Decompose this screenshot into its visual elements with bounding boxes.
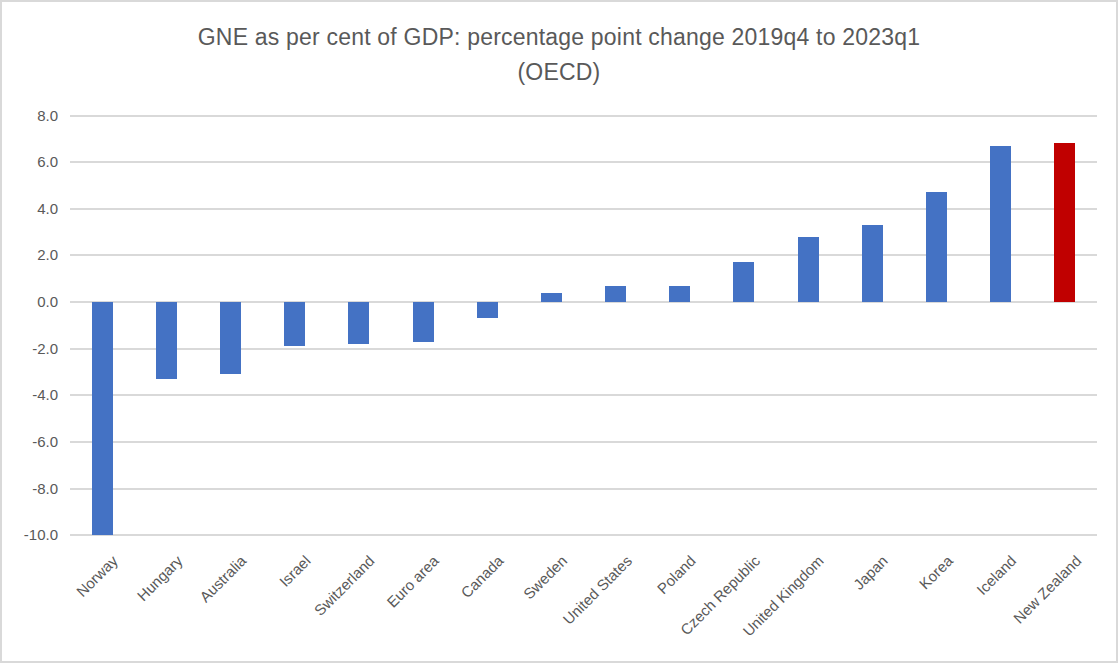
bar-united-kingdom	[798, 237, 819, 302]
y-axis-tick-label: 6.0	[2, 152, 58, 172]
x-axis-label-switzerland: Switzerland	[311, 552, 378, 619]
x-axis-label-korea: Korea	[915, 552, 955, 592]
x-axis-label-hungary: Hungary	[133, 552, 185, 604]
bar-canada	[477, 302, 498, 318]
plot-area: 8.0 6.0 4.0 2.0 0.0 -2.0 -4.0 -6.0 -8.0 -10.0 Norw…	[2, 2, 1116, 661]
x-axis-label-canada: Canada	[457, 552, 506, 601]
bar-hungary	[156, 302, 177, 379]
y-axis-tick-label: -8.0	[2, 479, 58, 499]
bar-switzerland	[348, 302, 369, 344]
gridline-6.0	[70, 161, 1097, 163]
x-axis-label-israel: Israel	[276, 552, 314, 590]
y-axis-tick-label: 0.0	[2, 292, 58, 312]
gridline--8.0	[70, 488, 1097, 490]
x-axis-label-norway: Norway	[73, 552, 121, 600]
bar-korea	[926, 192, 947, 302]
bar-israel	[284, 302, 305, 346]
bar-new-zealand	[1054, 143, 1075, 302]
bar-norway	[92, 302, 113, 535]
bar-iceland	[990, 146, 1011, 302]
x-axis-label-new-zealand: New Zealand	[1009, 552, 1084, 627]
gridline-8.0	[70, 115, 1097, 117]
x-axis-label-euro-area: Euro area	[383, 552, 442, 611]
gridline--10.0	[70, 534, 1097, 536]
y-axis-tick-label: -6.0	[2, 432, 58, 452]
bar-united-states	[605, 286, 626, 302]
y-axis-tick-label: -10.0	[2, 525, 58, 545]
gridline--4.0	[70, 394, 1097, 396]
x-axis-label-iceland: Iceland	[974, 552, 1020, 598]
y-axis-tick-label: -4.0	[2, 385, 58, 405]
y-axis-tick-label: 4.0	[2, 199, 58, 219]
bar-japan	[862, 225, 883, 302]
gridline--6.0	[70, 441, 1097, 443]
x-axis-label-poland: Poland	[654, 552, 699, 597]
chart-container: GNE as per cent of GDP: percentage point…	[0, 0, 1118, 663]
bar-poland	[669, 286, 690, 302]
bar-australia	[220, 302, 241, 374]
x-axis-label-australia: Australia	[196, 552, 249, 605]
x-axis-label-japan: Japan	[850, 552, 891, 593]
x-axis-label-sweden: Sweden	[520, 552, 570, 602]
y-axis-tick-label: 8.0	[2, 106, 58, 126]
y-axis-tick-label: -2.0	[2, 339, 58, 359]
y-axis-tick-label: 2.0	[2, 245, 58, 265]
bar-euro-area	[413, 302, 434, 342]
bar-sweden	[541, 293, 562, 302]
bar-czech-republic	[733, 262, 754, 302]
